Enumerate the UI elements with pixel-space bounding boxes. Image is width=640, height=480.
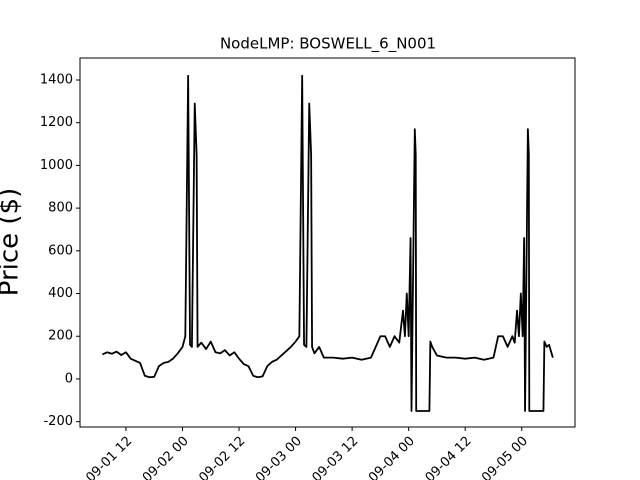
y-tick-label: 1400 <box>40 72 73 87</box>
y-tick-label: 800 <box>48 201 73 216</box>
y-tick-label: -200 <box>43 414 73 429</box>
x-tick-label: 09-01 12 <box>83 434 135 480</box>
x-tick-label: 09-03 00 <box>253 434 305 480</box>
y-tick-label: 1200 <box>40 115 73 130</box>
y-tick-label: 1000 <box>40 158 73 173</box>
x-tick-label: 09-04 12 <box>423 434 475 480</box>
plot-frame <box>79 57 576 428</box>
x-tick-label: 09-03 12 <box>309 434 361 480</box>
x-tick-label: 09-04 00 <box>366 434 418 480</box>
y-tick-label: 0 <box>65 371 73 386</box>
x-tick-label: 09-02 00 <box>140 434 192 480</box>
y-axis-label: Price ($) <box>0 188 25 297</box>
x-tick-label: 09-05 00 <box>479 434 531 480</box>
x-tick-label: 09-02 12 <box>196 434 248 480</box>
chart-title: NodeLMP: BOSWELL_6_N001 <box>220 35 436 54</box>
y-tick-label: 600 <box>48 243 73 258</box>
y-tick-label: 200 <box>48 329 73 344</box>
y-tick-label: 400 <box>48 286 73 301</box>
price-line <box>102 74 554 412</box>
